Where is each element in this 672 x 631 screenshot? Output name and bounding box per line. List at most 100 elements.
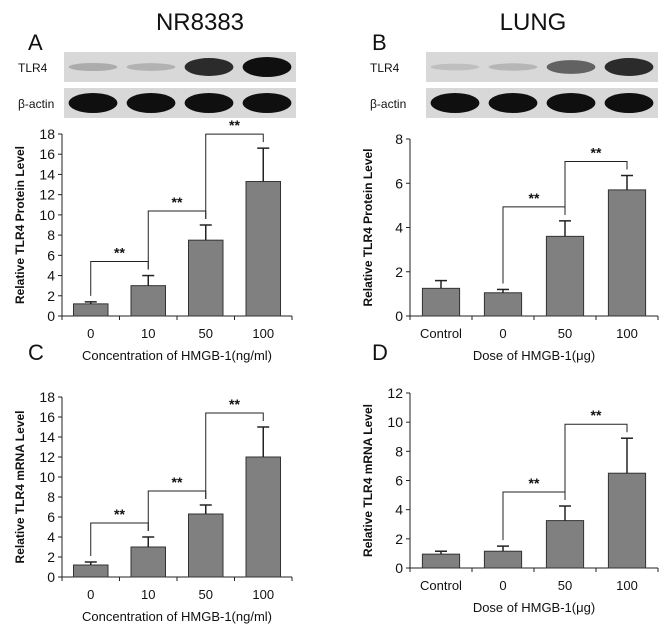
- bar: [245, 181, 281, 317]
- x-tick-label: 50: [199, 587, 213, 602]
- significance-label: **: [229, 396, 240, 412]
- y-tick-label: 0: [47, 569, 55, 585]
- bar: [607, 189, 647, 317]
- blot-control-band: [68, 93, 118, 113]
- blot-control-band: [488, 93, 538, 113]
- x-tick-label: 50: [558, 326, 572, 341]
- y-tick-label: 4: [47, 268, 55, 284]
- x-tick-label: Control: [420, 326, 462, 341]
- x-tick-label: Control: [420, 578, 462, 593]
- y-tick-label: 6: [47, 247, 55, 263]
- bar: [421, 553, 461, 569]
- significance-label: **: [172, 474, 183, 490]
- y-tick-label: 8: [47, 227, 55, 243]
- bar: [607, 472, 647, 569]
- blot-control-band: [242, 93, 292, 113]
- significance-label: **: [591, 407, 602, 423]
- blot-control-label: β-actin: [370, 97, 406, 111]
- blot-target-band: [430, 63, 480, 71]
- significance-bracket: [564, 161, 628, 215]
- bar: [73, 303, 109, 317]
- panel-letter: B: [372, 30, 387, 55]
- bar: [188, 513, 224, 578]
- significance-label: **: [114, 506, 125, 522]
- y-tick-label: 8: [47, 489, 55, 505]
- column-title-right: LUNG: [500, 9, 567, 36]
- x-tick-label: 100: [252, 587, 274, 602]
- blot-target-band: [126, 63, 176, 71]
- x-tick-label: 50: [199, 326, 213, 341]
- y-tick-label: 12: [387, 385, 403, 401]
- significance-label: **: [591, 145, 602, 161]
- x-tick-label: 100: [616, 578, 638, 593]
- significance-label: **: [529, 475, 540, 491]
- x-tick-label: 0: [87, 587, 94, 602]
- blot-control-band: [184, 93, 234, 113]
- panel-d: D 0 2 4 6 8 10 12 Control 0 50 100 ** ** Dose of HMGB-…: [361, 340, 659, 615]
- bar: [483, 292, 523, 317]
- x-tick-label: 0: [87, 326, 94, 341]
- y-tick-label: 4: [395, 220, 403, 236]
- y-tick-label: 0: [395, 308, 403, 324]
- panel-letter: A: [28, 30, 43, 55]
- y-tick-label: 10: [387, 414, 403, 430]
- y-tick-label: 14: [39, 429, 55, 445]
- y-tick-label: 16: [39, 409, 55, 425]
- y-tick-label: 6: [395, 175, 403, 191]
- blot-control-band: [430, 93, 480, 113]
- y-tick-label: 6: [47, 509, 55, 525]
- panel-letter: C: [28, 340, 44, 365]
- blot-control-band: [126, 93, 176, 113]
- y-tick-label: 0: [47, 308, 55, 324]
- x-axis-title: Dose of HMGB-1(μg): [473, 348, 595, 363]
- panel-b: B TLR4 β-actin 0 2 4 6 8 Control 0 50 100 ** ** Dose o…: [361, 30, 659, 363]
- blot-target-band: [68, 62, 118, 72]
- bar: [545, 520, 585, 569]
- significance-label: **: [114, 245, 125, 261]
- y-tick-label: 2: [47, 549, 55, 565]
- column-title-left: NR8383: [156, 9, 244, 36]
- y-tick-label: 8: [395, 443, 403, 459]
- significance-bracket: [205, 133, 264, 219]
- blot-target-label: TLR4: [18, 61, 48, 75]
- significance-label: **: [172, 194, 183, 210]
- significance-bracket: [205, 412, 264, 499]
- x-tick-label: 10: [141, 587, 155, 602]
- y-tick-label: 8: [395, 131, 403, 147]
- bar: [545, 235, 585, 317]
- y-axis-title: Relative TLR4 mRNA Level: [13, 411, 27, 564]
- y-tick-label: 4: [395, 502, 403, 518]
- y-tick-label: 10: [39, 469, 55, 485]
- y-tick-label: 12: [39, 187, 55, 203]
- blot-target-band: [488, 63, 538, 71]
- bar: [483, 550, 523, 569]
- x-axis-title: Concentration of HMGB-1(ng/ml): [82, 609, 272, 624]
- blot-control-band: [546, 93, 596, 113]
- y-tick-label: 18: [39, 389, 55, 405]
- y-tick-label: 6: [395, 473, 403, 489]
- blot-target-band: [604, 58, 654, 76]
- significance-bracket: [564, 423, 628, 501]
- x-tick-label: 100: [252, 326, 274, 341]
- x-tick-label: 100: [616, 326, 638, 341]
- blot-target-band: [546, 60, 596, 74]
- blot-control-label: β-actin: [18, 97, 54, 111]
- y-tick-label: 14: [39, 166, 55, 182]
- y-tick-label: 2: [395, 531, 403, 547]
- blot-target-label: TLR4: [370, 61, 400, 75]
- bar: [73, 564, 109, 578]
- y-tick-label: 12: [39, 449, 55, 465]
- panel-a: A TLR4 β-actin 0 2 4 6 8 10 12 14 16 18 0 10 50 100 ** ** *…: [13, 30, 296, 363]
- y-tick-label: 2: [47, 288, 55, 304]
- y-tick-label: 0: [395, 560, 403, 576]
- y-axis-title: Relative TLR4 mRNA Level: [361, 404, 375, 557]
- y-tick-label: 4: [47, 529, 55, 545]
- y-axis-title: Relative TLR4 Protein Level: [361, 148, 375, 306]
- blot-control-band: [604, 93, 654, 113]
- y-tick-label: 10: [39, 207, 55, 223]
- x-axis-title: Dose of HMGB-1(μg): [473, 600, 595, 615]
- blot-target-band: [242, 57, 292, 77]
- y-tick-label: 2: [395, 264, 403, 280]
- bar: [245, 456, 281, 578]
